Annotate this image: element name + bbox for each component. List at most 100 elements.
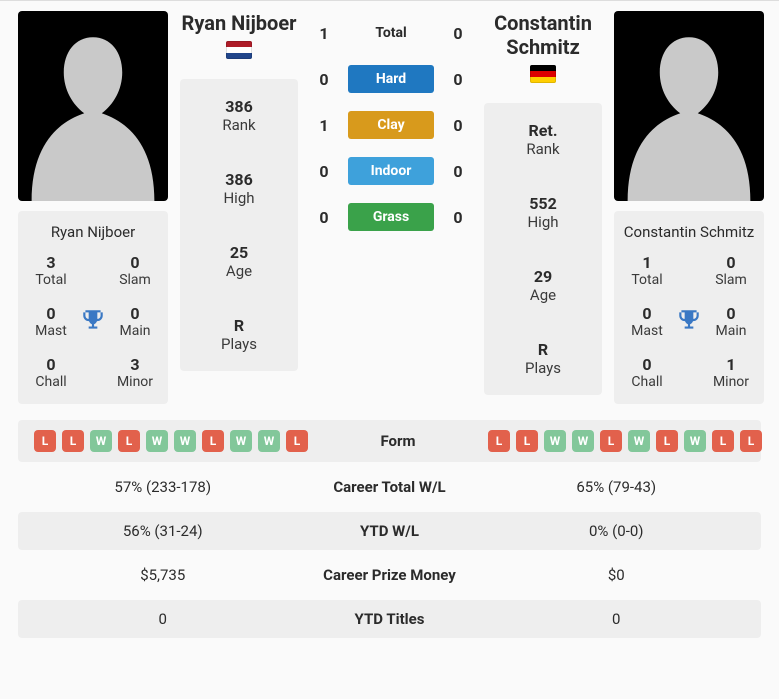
row-right-value: $0: [480, 566, 754, 584]
p2-name-block[interactable]: Constantin Schmitz: [484, 11, 602, 87]
form-badge[interactable]: W: [544, 430, 566, 452]
p2-name: Constantin Schmitz: [484, 11, 602, 59]
h2h-left-count: 0: [310, 208, 338, 227]
h2h-right-count: 0: [444, 116, 472, 135]
p1-minor: 3Minor: [108, 355, 162, 390]
p1-rank: 386Rank: [180, 79, 298, 152]
career-row: 56% (31-24)YTD W/L0% (0-0): [18, 512, 761, 550]
form-badge[interactable]: L: [600, 430, 622, 452]
form-row: LLWLWWLWWLFormLLWWLWLWLL: [18, 420, 761, 462]
form-badge[interactable]: L: [202, 430, 224, 452]
row-right-value: 0: [480, 610, 754, 628]
row-label: Career Total W/L: [300, 478, 480, 496]
p2-plays: RPlays: [484, 322, 602, 395]
row-label: Form: [308, 432, 488, 450]
p2-total: 1Total: [620, 253, 674, 288]
p2-age: 29Age: [484, 249, 602, 322]
p2-mid-column: Constantin Schmitz Ret.Rank 552High 29Ag…: [484, 11, 602, 395]
p2-rank-card: Ret.Rank 552High 29Age RPlays: [484, 103, 602, 395]
p1-stats-grid: 3Total 0Slam 0Mast 0Main 0Chall 3Minor: [24, 253, 162, 390]
form-badge[interactable]: W: [230, 430, 252, 452]
p1-mast: 0Mast: [24, 304, 78, 339]
p1-plays: RPlays: [180, 298, 298, 371]
p1-total: 3Total: [24, 253, 78, 288]
p1-avatar[interactable]: [18, 11, 168, 201]
h2h-panel: Ryan Nijboer 3Total 0Slam 0Mast 0Main 0C…: [0, 0, 779, 656]
h2h-surface-label: Total: [348, 19, 434, 47]
form-badge[interactable]: W: [684, 430, 706, 452]
form-badge[interactable]: L: [516, 430, 538, 452]
career-row: 0YTD Titles0: [18, 600, 761, 638]
trophy-icon: [78, 307, 108, 337]
p1-high: 386High: [180, 152, 298, 225]
p2-chall: 0Chall: [620, 355, 674, 390]
p2-high: 552High: [484, 176, 602, 249]
p1-main: 0Main: [108, 304, 162, 339]
h2h-left-count: 0: [310, 162, 338, 181]
form-badge[interactable]: L: [488, 430, 510, 452]
h2h-right-count: 0: [444, 24, 472, 43]
career-row: 57% (233-178)Career Total W/L65% (79-43): [18, 468, 761, 506]
trophy-icon: [674, 307, 704, 337]
row-label: YTD Titles: [300, 610, 480, 628]
h2h-row: 0 Indoor 0: [310, 157, 472, 185]
p2-mast: 0Mast: [620, 304, 674, 339]
p1-rank-card: 386Rank 386High 25Age RPlays: [180, 79, 298, 371]
form-badge[interactable]: W: [146, 430, 168, 452]
row-left-value: 57% (233-178): [26, 478, 300, 496]
form-badge[interactable]: W: [174, 430, 196, 452]
form-badge[interactable]: L: [62, 430, 84, 452]
p1-mid-column: Ryan Nijboer 386Rank 386High 25Age RPlay…: [180, 11, 298, 371]
h2h-row: 0Hard0: [310, 65, 472, 93]
h2h-surface-label[interactable]: Clay: [348, 111, 434, 139]
career-rows: LLWLWWLWWLFormLLWWLWLWLL57% (233-178)Car…: [18, 420, 761, 638]
p1-slam: 0Slam: [108, 253, 162, 288]
h2h-left-count: 1: [310, 24, 338, 43]
p2-avatar[interactable]: [614, 11, 764, 201]
form-badge[interactable]: L: [712, 430, 734, 452]
h2h-surface-label[interactable]: Indoor: [348, 157, 434, 185]
p1-card-name: Ryan Nijboer: [24, 223, 162, 241]
form-badge[interactable]: W: [90, 430, 112, 452]
p2-minor: 1Minor: [704, 355, 758, 390]
silhouette-icon: [614, 11, 764, 201]
row-left-value: $5,735: [26, 566, 300, 584]
h2h-center: 1Total00Hard01Clay00Indoor00Grass0: [310, 11, 472, 231]
h2h-row: 1 Clay 0: [310, 111, 472, 139]
h2h-left-count: 0: [310, 70, 338, 89]
p2-stats-grid: 1Total 0Slam 0Mast 0Main 0Chall 1Minor: [620, 253, 758, 390]
p2-form: LLWWLWLWLL: [488, 430, 770, 452]
form-badge[interactable]: L: [656, 430, 678, 452]
row-right-value: 0% (0-0): [480, 522, 754, 540]
p2-card-name: Constantin Schmitz: [620, 223, 758, 241]
row-label: Career Prize Money: [300, 566, 480, 584]
form-badge[interactable]: W: [628, 430, 650, 452]
p1-chall: 0Chall: [24, 355, 78, 390]
p1-name-block[interactable]: Ryan Nijboer: [180, 11, 298, 63]
p2-column: Constantin Schmitz 1Total 0Slam 0Mast 0M…: [614, 11, 764, 404]
career-row: $5,735Career Prize Money$0: [18, 556, 761, 594]
silhouette-icon: [18, 11, 168, 201]
form-badge[interactable]: L: [740, 430, 762, 452]
row-left-value: 0: [26, 610, 300, 628]
p2-rank: Ret.Rank: [484, 103, 602, 176]
p1-flag-icon: [226, 41, 252, 59]
p2-slam: 0Slam: [704, 253, 758, 288]
h2h-row: 0 Grass 0: [310, 203, 472, 231]
top-row: Ryan Nijboer 3Total 0Slam 0Mast 0Main 0C…: [18, 11, 761, 404]
form-badge[interactable]: L: [34, 430, 56, 452]
form-badge[interactable]: L: [118, 430, 140, 452]
form-badge[interactable]: W: [258, 430, 280, 452]
form-badge[interactable]: L: [286, 430, 308, 452]
p1-age: 25Age: [180, 225, 298, 298]
p1-stats-card: Ryan Nijboer 3Total 0Slam 0Mast 0Main 0C…: [18, 211, 168, 404]
h2h-surface-label[interactable]: Hard: [348, 65, 434, 93]
h2h-left-count: 1: [310, 116, 338, 135]
h2h-right-count: 0: [444, 208, 472, 227]
p2-flag-icon: [530, 65, 556, 83]
h2h-surface-label[interactable]: Grass: [348, 203, 434, 231]
form-badge[interactable]: W: [572, 430, 594, 452]
h2h-right-count: 0: [444, 162, 472, 181]
p2-main: 0Main: [704, 304, 758, 339]
p1-form: LLWLWWLWWL: [26, 430, 308, 452]
